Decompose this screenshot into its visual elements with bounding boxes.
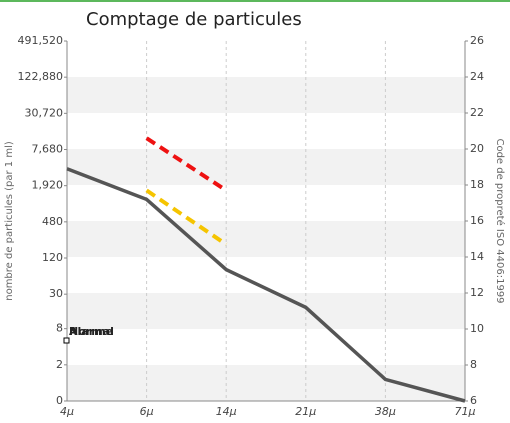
y-tick-label: 120 — [42, 251, 63, 264]
y-tick-label: 480 — [42, 215, 63, 228]
y-tick-label: 8 — [56, 322, 63, 335]
legend-marker — [63, 337, 70, 344]
x-tick-label: 71μ — [455, 405, 476, 418]
y2-tick-label: 12 — [470, 286, 484, 299]
y-tick-label: 2 — [56, 358, 63, 371]
y2-tick-label: 18 — [470, 178, 484, 191]
grid-band — [67, 221, 465, 257]
y2-tick-label: 6 — [470, 394, 477, 407]
series-line — [66, 167, 466, 403]
y2-tick-label: 14 — [470, 250, 484, 263]
y-tick-label: 7,680 — [32, 143, 64, 156]
legend-label: Normal — [69, 325, 114, 338]
y2-tick-label: 16 — [470, 214, 484, 227]
y-axis-title: nombre de particules (par 1 ml) — [4, 141, 15, 301]
y2-tick-label: 20 — [470, 142, 484, 155]
y-tick-label: 491,520 — [18, 34, 64, 47]
x-tick-label: 4μ — [60, 405, 74, 418]
grid-band — [67, 149, 465, 185]
y-tick-label: 30 — [49, 287, 63, 300]
x-tick-label: 6μ — [140, 405, 154, 418]
y2-tick-label: 26 — [470, 34, 484, 47]
y2-tick-label: 24 — [470, 70, 484, 83]
y2-axis-title: Code de propreté ISO 4406:1999 — [494, 138, 506, 303]
y-tick-label: 30,720 — [25, 106, 64, 119]
x-tick-label: 14μ — [216, 405, 237, 418]
legend-label: Alarme — [69, 325, 113, 338]
chart-title: Comptage de particules — [86, 9, 302, 30]
y-tick-label: 122,880 — [18, 70, 64, 83]
y-tick-label: 1,920 — [32, 179, 64, 192]
grid-band — [67, 77, 465, 113]
y2-tick-label: 22 — [470, 106, 484, 119]
grid-band — [67, 293, 465, 329]
series-line — [145, 188, 228, 247]
y-tick-label: 0 — [56, 394, 63, 407]
y2-tick-label: 10 — [470, 322, 484, 335]
x-tick-label: 38μ — [375, 405, 396, 418]
x-tick-label: 21μ — [295, 405, 316, 418]
y2-tick-label: 8 — [470, 358, 477, 371]
